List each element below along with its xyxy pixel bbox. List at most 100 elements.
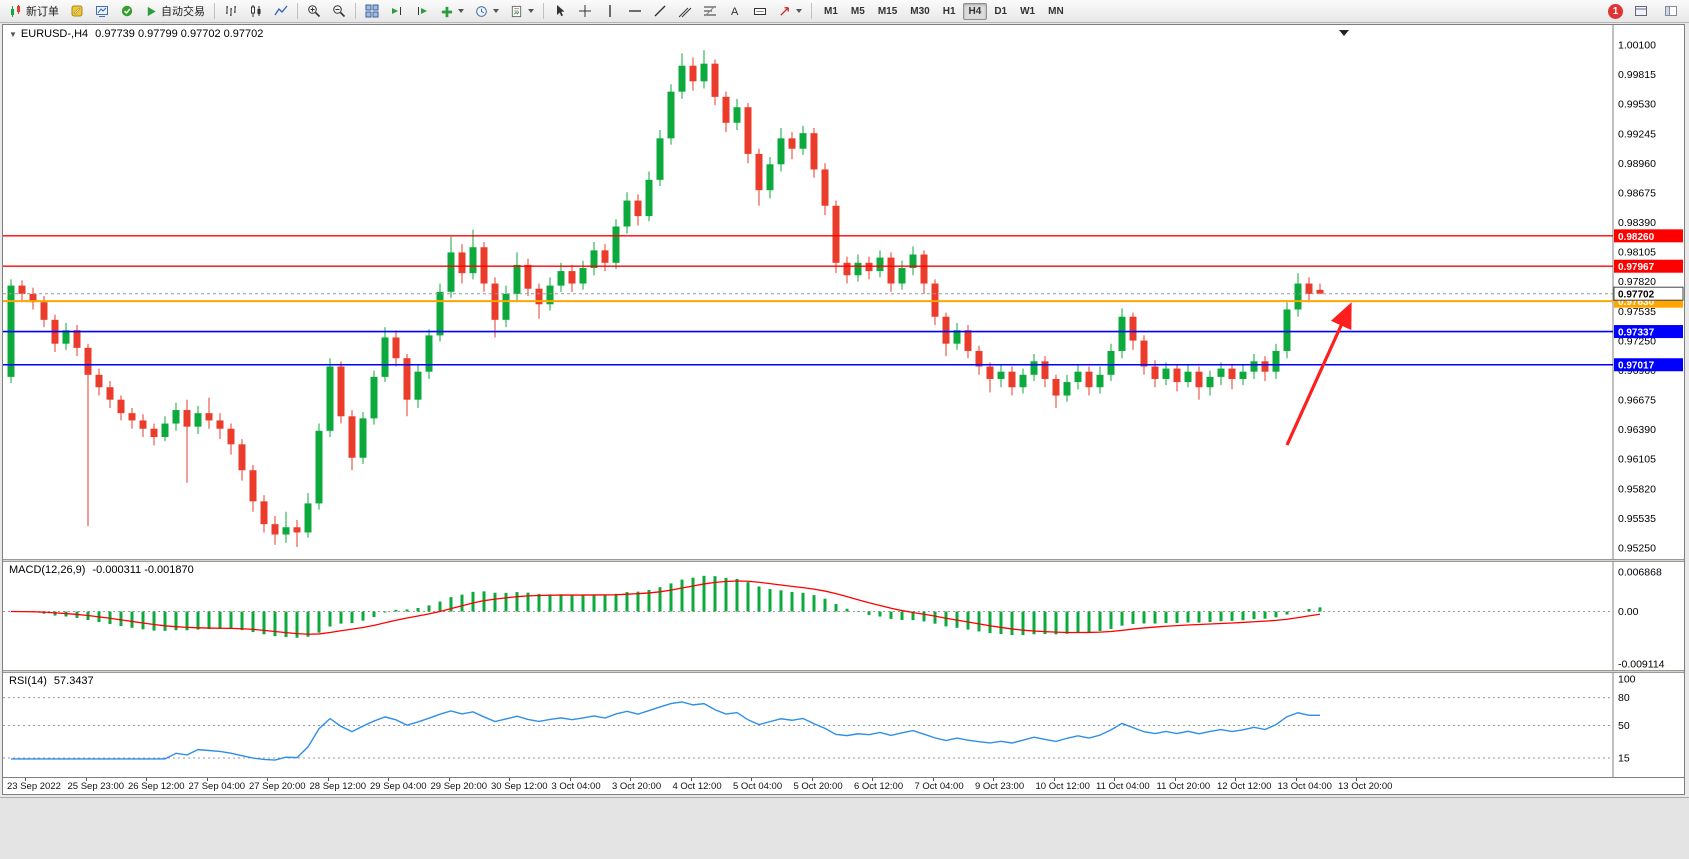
time-tick [1295,778,1297,781]
horizontal-line-icon [629,10,641,12]
time-tick [448,778,450,781]
svg-text:0.97630: 0.97630 [1618,297,1655,308]
svg-text:0.97702: 0.97702 [1618,290,1655,301]
time-label: 28 Sep 12:00 [309,781,367,792]
toolbar-separator [297,3,298,19]
time-label: 7 Oct 04:00 [914,781,964,792]
time-tick [267,778,268,781]
chevron-down-icon [528,9,534,13]
window-layout-button[interactable] [1629,1,1653,22]
label-tool-button[interactable] [748,1,772,22]
trendline-tool-button[interactable] [648,1,672,22]
time-tick [509,778,510,781]
timeframe-H4[interactable]: H4 [962,2,988,20]
indicators-plus-icon [441,6,453,17]
toolbar-right-group: 1 [1608,1,1685,22]
indicators-button[interactable] [435,1,469,22]
time-tick [872,778,873,781]
time-tick [327,778,329,781]
pane-separator[interactable] [3,559,1684,562]
time-label: 26 Sep 12:00 [128,781,185,792]
templates-button[interactable] [505,1,539,22]
auto-scroll-button[interactable] [385,1,409,22]
text-tool-button[interactable]: A [723,1,747,22]
time-label: 9 Oct 23:00 [975,781,1025,792]
timeframe-MN[interactable]: MN [1048,5,1064,17]
rsi-value: 57.3437 [53,675,94,687]
svg-text:0.97820: 0.97820 [1618,276,1656,288]
autotrading-button[interactable]: 自动交易 [140,1,210,22]
chart-shift-button[interactable] [410,1,434,22]
svg-text:0.96390: 0.96390 [1618,424,1656,436]
time-label: 29 Sep 04:00 [370,781,427,792]
rsi-pane-canvas[interactable]: 100 80 50 15 [3,673,1684,777]
time-label: 23 Sep 2022 [7,781,61,792]
timeframe-M1[interactable]: M1 [824,5,838,17]
chevron-down-icon [458,9,464,13]
timeframe-M5[interactable]: M5 [850,5,865,17]
time-tick [1356,778,1357,781]
status-strip [0,797,1689,859]
svg-text:50: 50 [1618,720,1630,732]
svg-text:0.96105: 0.96105 [1618,454,1656,466]
metaeditor-button[interactable] [65,1,89,22]
zoom-in-icon [308,5,321,18]
periods-button[interactable] [470,1,504,22]
time-tick [388,778,389,781]
time-tick [630,778,631,781]
navigator-icon [121,5,133,17]
crosshair-tool-button[interactable] [573,1,597,22]
toolbar-separator [811,3,812,19]
charts-button[interactable] [90,1,114,22]
fibonacci-icon [704,5,716,17]
svg-text:0.96675: 0.96675 [1618,395,1656,407]
macd-indicator-label: MACD(12,26,9) -0.000311 -0.001870 [9,564,194,576]
chart-shift-icon [418,7,427,15]
toolbar-separator [355,3,356,19]
equidistant-channel-icon [678,7,692,18]
time-label: 4 Oct 12:00 [672,781,722,792]
navigator-button[interactable] [115,1,139,22]
rsi-indicator-label: RSI(14) 57.3437 [9,675,94,687]
panel-toggle-button[interactable] [1659,1,1683,22]
timeframe-D1[interactable]: D1 [994,5,1008,17]
fibonacci-tool-button[interactable] [698,1,722,22]
zoom-out-button[interactable] [327,1,351,22]
bar-chart-button[interactable] [219,1,243,22]
timeframe-W1[interactable]: W1 [1020,5,1036,17]
time-label: 25 Sep 23:00 [67,781,125,792]
vertical-line-icon [609,5,611,17]
macd-pane-canvas[interactable]: 0.006868 0.00 -0.009114 [3,562,1684,670]
time-tick [146,778,147,781]
timeframe-H1[interactable]: H1 [942,5,956,17]
svg-text:0.98675: 0.98675 [1618,187,1656,199]
time-axis[interactable]: 23 Sep 2022 25 Sep 23:00 26 Sep 12:00 27 Se… [3,777,1684,794]
cursor-tool-button[interactable] [548,1,572,22]
tile-windows-button[interactable] [360,1,384,22]
arrows-tool-button[interactable] [773,1,807,22]
new-order-button[interactable]: 新订单 [4,1,64,22]
timeframe-M15[interactable]: M15 [877,5,898,17]
svg-text:A: A [731,6,739,18]
pane-separator[interactable] [3,670,1684,673]
autotrading-label: 自动交易 [161,6,205,18]
candle-chart-icon [251,5,261,17]
vertical-line-tool-button[interactable] [598,1,622,22]
line-chart-button[interactable] [269,1,293,22]
notification-badge[interactable]: 1 [1608,3,1623,19]
timeframe-M30[interactable]: M30 [910,5,930,17]
svg-text:0.98960: 0.98960 [1618,158,1656,170]
svg-text:100: 100 [1618,674,1636,686]
svg-text:0.006868: 0.006868 [1618,567,1662,579]
time-tick [751,778,752,781]
time-tick [25,778,26,781]
chart-window: 1.00100 0.99815 0.99530 0.99245 0.98960 0.986… [2,24,1685,795]
svg-text:0.99245: 0.99245 [1618,128,1656,140]
symbol-dropdown-icon[interactable]: ▼ [9,30,17,39]
time-label: 13 Oct 20:00 [1338,781,1393,792]
zoom-in-button[interactable] [302,1,326,22]
price-chart-canvas[interactable]: 1.00100 0.99815 0.99530 0.99245 0.98960 0.986… [3,25,1684,559]
horizontal-line-tool-button[interactable] [623,1,647,22]
candle-chart-button[interactable] [244,1,268,22]
channel-tool-button[interactable] [673,1,697,22]
